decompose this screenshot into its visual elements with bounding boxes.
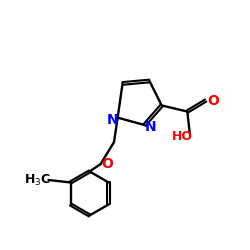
- Text: O: O: [102, 156, 113, 170]
- Text: H$_3$C: H$_3$C: [24, 172, 51, 188]
- Text: N: N: [106, 112, 118, 126]
- Text: O: O: [207, 94, 219, 108]
- Text: HO: HO: [172, 130, 193, 142]
- Text: N: N: [145, 120, 156, 134]
